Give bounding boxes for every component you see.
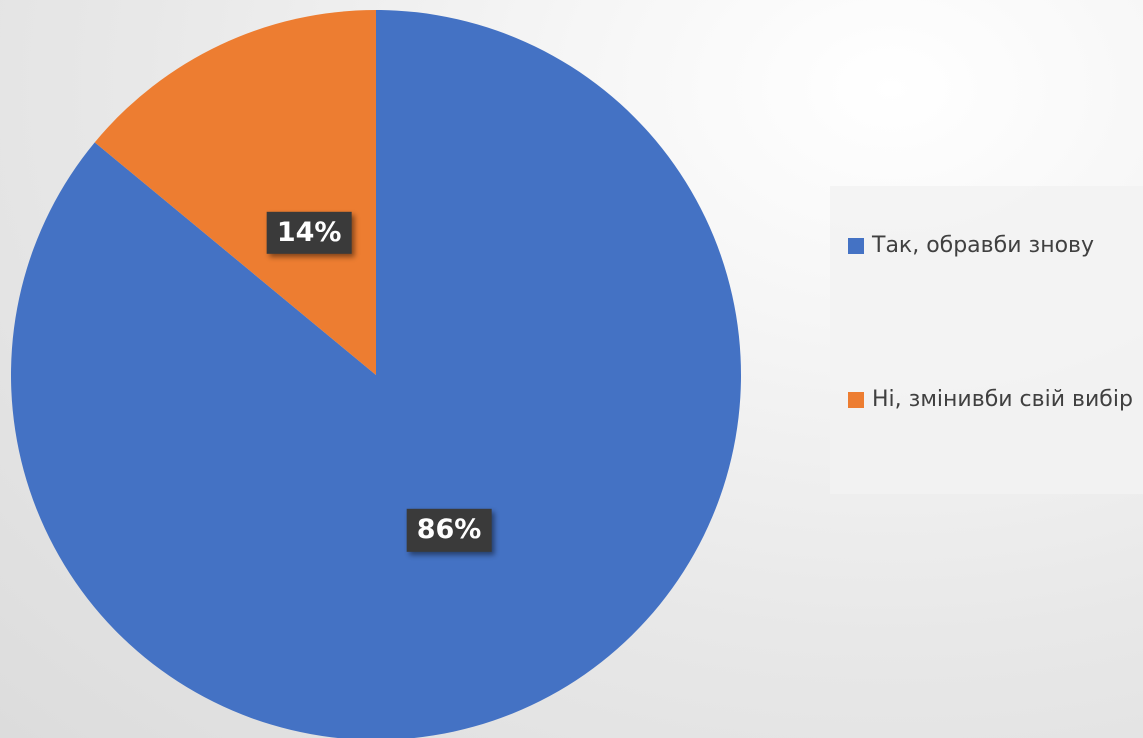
legend: Так, обравби знову Ні, змінивби свій виб… xyxy=(830,186,1143,494)
pie-slice-no xyxy=(94,10,376,375)
legend-item-no: Ні, змінивби свій вибір xyxy=(848,384,1142,416)
legend-label-no: Ні, змінивби свій вибір xyxy=(872,387,1133,412)
legend-swatch-yes xyxy=(848,238,864,254)
legend-item-yes: Так, обравби знову xyxy=(848,230,1142,262)
data-label-yes: 86% xyxy=(406,509,492,552)
legend-label-yes: Так, обравби знову xyxy=(872,233,1095,258)
data-label-no: 14% xyxy=(266,211,352,255)
legend-swatch-no xyxy=(848,392,864,408)
pie-slice-yes xyxy=(11,10,741,738)
